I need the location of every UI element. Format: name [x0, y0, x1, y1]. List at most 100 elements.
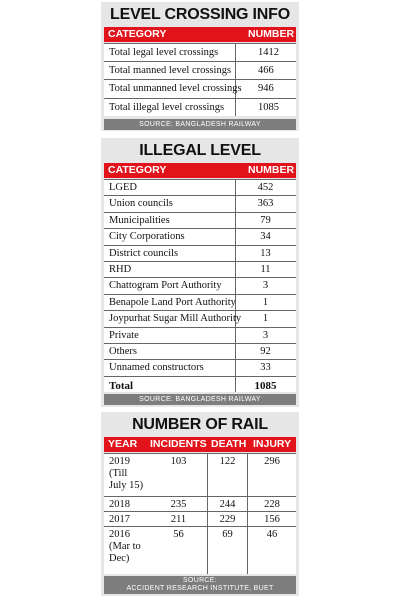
- table-row: Benapole Land Port Authority 1: [104, 293, 296, 310]
- header-incidents: INCIDENTS: [150, 438, 207, 450]
- source-note: SOURCE: ACCIDENT RESEARCH INSTITUTE, BUE…: [104, 576, 296, 594]
- table-row: 2018 235 244 228: [104, 496, 296, 511]
- row-value: 3: [262, 280, 269, 292]
- year-text: 2018: [109, 499, 130, 510]
- injury-value: 228: [264, 499, 280, 510]
- row-label: LGED: [109, 182, 137, 193]
- table-row: District councils 13: [104, 244, 296, 261]
- incidents-value: 56: [173, 529, 184, 540]
- year-text: Dec): [109, 553, 130, 564]
- header-death: DEATH: [211, 438, 247, 450]
- table-row: City Corporations 34: [104, 228, 296, 244]
- source-note: SOURCE: BANGLADESH RAILWAY: [104, 119, 296, 130]
- column-divider: [235, 179, 236, 392]
- row-label: Private: [109, 329, 139, 341]
- incidents-value: 235: [170, 499, 187, 510]
- row-label: Total illegal level crossings: [109, 101, 225, 113]
- row-label: Others: [109, 346, 137, 357]
- row-value: 946: [258, 83, 274, 95]
- table-row: Total manned level crossings 466: [104, 61, 296, 79]
- total-label: Total: [109, 379, 134, 392]
- table-header: YEAR INCIDENTS DEATH INJURY: [104, 437, 296, 452]
- table-row: LGED 452: [104, 179, 296, 195]
- table-header: CATEGORY NUMBER: [104, 163, 296, 178]
- row-value: 92: [260, 346, 271, 357]
- row-value: 452: [257, 182, 274, 193]
- death-value: 122: [219, 456, 236, 467]
- source-name: ACCIDENT RESEARCH INSTITUTE, BUET: [126, 585, 274, 592]
- death-value: 244: [219, 499, 236, 510]
- year-text: July 15): [109, 480, 144, 491]
- rail-fatalities-panel: NUMBER OF RAIL FATALITIES YEAR INCIDENTS…: [101, 412, 299, 596]
- row-label: Joypurhat Sugar Mill Authority: [109, 313, 242, 325]
- year-text: 2017: [109, 514, 130, 525]
- source-label: SOURCE:: [183, 576, 217, 584]
- row-value: 1412: [258, 47, 279, 58]
- header-year: YEAR: [108, 438, 138, 450]
- row-label: Municipalities: [109, 214, 170, 226]
- table-row: Others 92: [104, 343, 296, 359]
- year-cell: 2018: [109, 499, 130, 511]
- header-number: NUMBER: [248, 28, 295, 40]
- year-text: (Till: [109, 468, 128, 479]
- row-value: 34: [260, 231, 271, 243]
- year-cell: 2019 (Till July 15): [109, 456, 143, 492]
- row-value: 363: [257, 198, 274, 210]
- table-header: CATEGORY NUMBER: [104, 27, 296, 42]
- table-row: Union councils 363: [104, 195, 296, 211]
- row-label: District councils: [109, 247, 179, 259]
- year-cell: 2017: [109, 514, 130, 526]
- row-label: Chattogram Port Authority: [109, 280, 222, 292]
- level-crossing-table: Total legal level crossings 1412 Total man…: [104, 43, 296, 116]
- panel-title: LEVEL CROSSING INFO: [110, 6, 290, 23]
- table-row: Joypurhat Sugar Mill Authority 1: [104, 310, 296, 326]
- row-value: 466: [258, 65, 274, 77]
- year-text: 2019: [109, 456, 130, 467]
- table-row: Unnamed constructors 33: [104, 359, 296, 375]
- table-row: Total illegal level crossings 1085: [104, 97, 296, 116]
- row-value: 79: [260, 214, 271, 226]
- table-row: Private 3: [104, 326, 296, 343]
- table-row: Chattogram Port Authority 3: [104, 277, 296, 293]
- fatalities-table: 2019 (Till July 15) 103 122 296 2018 235 244 228 2…: [104, 453, 296, 574]
- injury-value: 156: [264, 514, 280, 525]
- row-value: 1: [262, 296, 269, 308]
- death-value: 69: [222, 529, 233, 540]
- row-label: Total manned level crossings: [109, 65, 232, 77]
- row-label: City Corporations: [109, 231, 185, 243]
- source-note: SOURCE: BANGLADESH RAILWAY: [104, 394, 296, 405]
- table-row: Total unmanned level crossings 946: [104, 79, 296, 97]
- table-row: 2016 (Mar to Dec) 56 69 46: [104, 526, 296, 570]
- header-injury: INJURY: [253, 438, 292, 450]
- year-cell: 2016 (Mar to Dec): [109, 529, 141, 565]
- row-value: 1: [262, 313, 269, 325]
- row-label: RHD: [109, 264, 132, 275]
- row-value: 13: [260, 247, 271, 259]
- row-label: Unnamed constructors: [109, 362, 204, 374]
- row-value: 11: [260, 264, 271, 275]
- table-row: 2019 (Till July 15) 103 122 296: [104, 453, 296, 496]
- column-divider: [207, 453, 208, 574]
- row-value: 33: [260, 362, 271, 374]
- year-text: (Mar to: [109, 541, 141, 552]
- total-value: 1085: [254, 379, 277, 392]
- death-value: 229: [219, 514, 236, 525]
- column-divider: [247, 453, 248, 574]
- table-row: RHD 11: [104, 261, 296, 277]
- table-row: Municipalities 79: [104, 211, 296, 228]
- header-number: NUMBER: [248, 164, 295, 176]
- row-label: Total unmanned level crossings: [109, 83, 242, 95]
- row-label: Benapole Land Port Authority: [109, 296, 236, 308]
- level-crossing-info-panel: LEVEL CROSSING INFO CATEGORY NUMBER Tota…: [101, 2, 299, 131]
- table-row: 2017 211 229 156: [104, 511, 296, 526]
- row-value: 3: [262, 329, 269, 341]
- row-label: Union councils: [109, 198, 173, 210]
- header-category: CATEGORY: [108, 28, 167, 40]
- illegal-level-crossing-panel: ILLEGAL LEVEL CROSSING CATEGORY NUMBER L…: [101, 138, 299, 407]
- illegal-crossing-table: LGED 452 Union councils 363 Municipalities 79…: [104, 179, 296, 392]
- header-category: CATEGORY: [108, 164, 167, 176]
- injury-value: 46: [266, 529, 278, 540]
- year-text: 2016: [109, 529, 130, 540]
- incidents-value: 211: [170, 514, 187, 525]
- total-row: Total 1085: [104, 375, 296, 392]
